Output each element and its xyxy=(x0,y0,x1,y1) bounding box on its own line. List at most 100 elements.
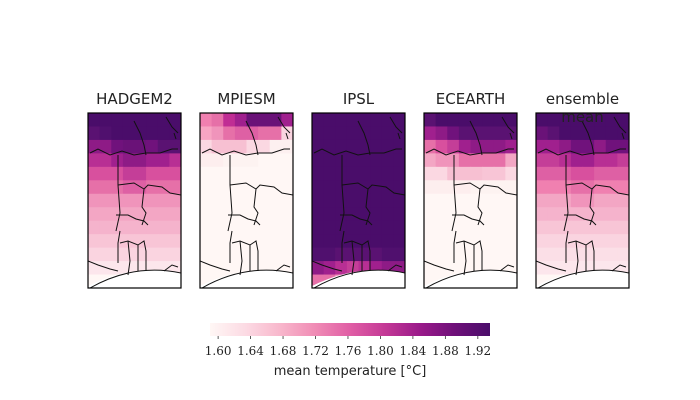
grid-cell xyxy=(258,247,271,262)
grid-cell xyxy=(200,234,213,249)
grid-cell xyxy=(594,180,607,195)
grid-cell xyxy=(536,220,549,235)
grid-cell xyxy=(536,247,549,262)
grid-cell xyxy=(447,153,460,168)
grid-cell xyxy=(617,247,629,262)
grid-cell xyxy=(605,153,618,168)
grid-cell xyxy=(211,126,224,141)
grid-cell xyxy=(505,234,517,249)
grid-cell xyxy=(122,113,136,128)
country-border xyxy=(424,260,455,272)
grid-cell xyxy=(493,180,506,195)
grid-cell xyxy=(424,207,437,222)
grid-cell xyxy=(99,207,112,222)
country-border xyxy=(89,269,181,288)
grid-cell xyxy=(547,180,560,195)
grid-cell xyxy=(358,207,371,222)
grid-cell xyxy=(393,193,405,208)
grid-cell xyxy=(134,153,147,168)
grid-cell xyxy=(111,126,124,141)
panel-frame xyxy=(199,112,294,289)
grid-cell xyxy=(122,207,136,222)
country-border xyxy=(477,188,483,226)
grid-cell xyxy=(146,139,159,154)
grid-cell xyxy=(493,234,506,249)
grid-cell xyxy=(111,113,124,128)
grid-cell xyxy=(246,207,259,222)
map-panel xyxy=(424,113,517,288)
grid-cell xyxy=(258,234,271,249)
grid-cell xyxy=(536,126,549,141)
grid-cell xyxy=(447,139,460,154)
country-border xyxy=(231,240,259,271)
grid-cell xyxy=(99,126,112,141)
map-panel xyxy=(536,113,629,288)
grid-cell xyxy=(335,193,348,208)
country-border xyxy=(313,269,405,288)
grid-cell xyxy=(447,126,460,141)
grid-cell xyxy=(335,234,348,249)
country-border xyxy=(389,116,403,134)
grid-cell xyxy=(458,153,472,168)
grid-cell xyxy=(381,220,394,235)
map-panel xyxy=(200,113,293,288)
grid-cell xyxy=(134,166,147,181)
grid-cell xyxy=(312,113,325,128)
grid-cell xyxy=(146,166,159,181)
grid-cell xyxy=(346,126,360,141)
grid-cell xyxy=(470,207,483,222)
grid-cell xyxy=(122,166,136,181)
grid-cell xyxy=(246,193,259,208)
grid-cell xyxy=(211,139,224,154)
grid-cell xyxy=(157,193,170,208)
grid-cell xyxy=(223,139,236,154)
grid-cell xyxy=(258,207,271,222)
grid-cell xyxy=(258,153,271,168)
grid-cell xyxy=(536,166,549,181)
grid-cell xyxy=(559,207,572,222)
grid-cell xyxy=(435,234,448,249)
grid-cell xyxy=(312,139,325,154)
grid-cell xyxy=(424,166,437,181)
grid-cell xyxy=(470,113,483,128)
grid-cell xyxy=(281,261,293,276)
grid-cell xyxy=(381,207,394,222)
grid-cell xyxy=(617,234,629,249)
grid-cell xyxy=(424,180,437,195)
grid-cell xyxy=(323,207,336,222)
grid-cell xyxy=(281,180,293,195)
grid-cell xyxy=(269,153,282,168)
country-border xyxy=(127,240,131,276)
grid-cell xyxy=(381,113,394,128)
grid-cell xyxy=(605,126,618,141)
grid-cell xyxy=(258,139,271,154)
grid-cell xyxy=(370,193,383,208)
grid-cell xyxy=(134,207,147,222)
grid-cell xyxy=(570,139,584,154)
ocean-area xyxy=(424,269,517,288)
grid-cell xyxy=(370,126,383,141)
grid-cell xyxy=(447,261,460,276)
grid-cell xyxy=(223,247,236,262)
country-border xyxy=(165,116,179,134)
grid-cell xyxy=(582,193,595,208)
grid-cell xyxy=(424,247,437,262)
grid-cell xyxy=(358,220,371,235)
grid-cell xyxy=(200,153,213,168)
grid-cell xyxy=(211,193,224,208)
panel-frame xyxy=(87,112,182,289)
country-border xyxy=(452,214,485,226)
grid-cell xyxy=(547,247,560,262)
ocean-area xyxy=(312,269,405,288)
grid-cell xyxy=(335,247,348,262)
grid-cell xyxy=(88,247,101,262)
grid-cell xyxy=(346,220,360,235)
country-border xyxy=(499,264,515,272)
country-border xyxy=(537,148,626,156)
grid-cell xyxy=(570,126,584,141)
panel-frame xyxy=(311,112,406,289)
grid-cell xyxy=(146,234,159,249)
grid-cell xyxy=(223,166,236,181)
grid-cell xyxy=(246,247,259,262)
grid-cell xyxy=(157,113,170,128)
